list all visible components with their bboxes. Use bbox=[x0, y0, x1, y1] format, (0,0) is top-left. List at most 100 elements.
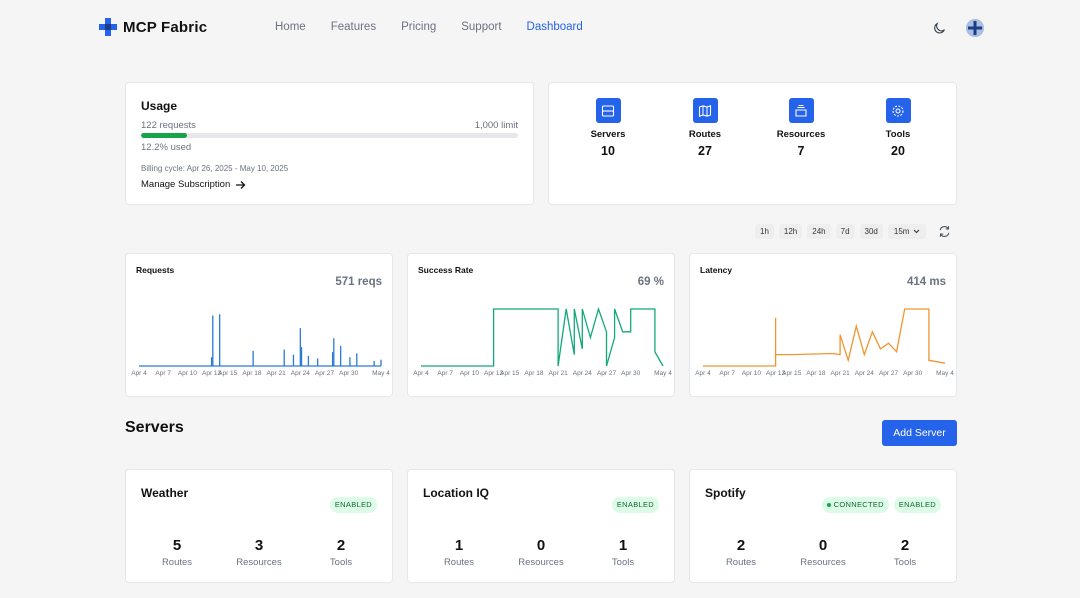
x-tick-label: Apr 10 bbox=[460, 370, 480, 377]
enabled-badge: ENABLED bbox=[893, 497, 941, 513]
server-name: Weather bbox=[141, 486, 189, 500]
connected-label: CONNECTED bbox=[833, 500, 884, 509]
requests-chart-card: Requests 571 reqs Apr 4 Apr 7 Apr 10 Apr 13… bbox=[125, 253, 393, 397]
server-tools: 1 Tools bbox=[583, 537, 663, 568]
x-tick-label: Apr 21 bbox=[831, 370, 851, 377]
tools-label: Tools bbox=[893, 557, 917, 568]
nav-home[interactable]: Home bbox=[275, 21, 306, 33]
add-server-button[interactable]: Add Server bbox=[882, 420, 957, 446]
plus-logo-icon bbox=[99, 18, 117, 36]
usage-card: Usage 122 requests 1,000 limit 12.2% use… bbox=[125, 82, 534, 205]
range-24h[interactable]: 24h bbox=[807, 224, 831, 239]
resources-count: 0 bbox=[536, 537, 546, 554]
server-resources: 0 Resources bbox=[501, 537, 581, 568]
range-1h[interactable]: 1h bbox=[755, 224, 774, 239]
top-nav-bar: MCP Fabric Home Features Pricing Support… bbox=[0, 0, 1080, 56]
routes-count: 5 bbox=[172, 537, 182, 554]
x-tick-label: Apr 13 bbox=[484, 370, 504, 377]
stat-label: Servers bbox=[590, 129, 626, 140]
server-resources: 0 Resources bbox=[783, 537, 863, 568]
resources-label: Resources bbox=[236, 557, 282, 568]
manage-subscription-link[interactable]: Manage Subscription bbox=[141, 179, 246, 190]
server-card-weather[interactable]: Weather ENABLED 5 Routes 3 Resources 2 T… bbox=[125, 469, 393, 583]
server-tools: 2 Tools bbox=[301, 537, 381, 568]
stat-value: 27 bbox=[698, 144, 712, 158]
map-icon bbox=[692, 98, 718, 123]
manage-subscription-label: Manage Subscription bbox=[141, 179, 231, 190]
server-resources: 3 Resources bbox=[219, 537, 299, 568]
connected-badge: CONNECTED bbox=[821, 497, 889, 513]
chart-title: Requests bbox=[136, 265, 175, 275]
stat-tools[interactable]: Tools 20 bbox=[853, 98, 943, 158]
tools-count: 2 bbox=[336, 537, 346, 554]
archive-icon bbox=[788, 98, 814, 123]
stat-label: Tools bbox=[885, 129, 911, 140]
billing-cycle: Billing cycle: Apr 26, 2025 - May 10, 20… bbox=[141, 164, 289, 173]
usage-percent: 12.2% used bbox=[141, 142, 192, 153]
routes-label: Routes bbox=[161, 557, 193, 568]
x-tick-label: May 4 bbox=[936, 370, 954, 377]
nav-features[interactable]: Features bbox=[330, 21, 377, 33]
resources-count: 0 bbox=[818, 537, 828, 554]
series-line bbox=[703, 308, 946, 367]
server-name: Location IQ bbox=[423, 486, 489, 500]
stat-resources[interactable]: Resources 7 bbox=[756, 98, 846, 158]
x-tick-label: Apr 4 bbox=[695, 370, 711, 377]
chart-title: Success Rate bbox=[418, 265, 474, 275]
stat-label: Resources bbox=[776, 129, 826, 140]
refresh-icon[interactable] bbox=[938, 225, 951, 238]
chart-value: 571 reqs bbox=[335, 276, 382, 288]
avatar[interactable] bbox=[966, 19, 984, 37]
nav-dashboard[interactable]: Dashboard bbox=[526, 21, 583, 33]
x-tick-label: May 4 bbox=[372, 370, 390, 377]
x-tick-label: Apr 27 bbox=[879, 370, 899, 377]
x-tick-label: Apr 13 bbox=[766, 370, 786, 377]
stats-card: Servers 10 Routes 27 Resources 7 Tools 2… bbox=[548, 82, 957, 205]
resources-label: Resources bbox=[800, 557, 846, 568]
moon-icon[interactable] bbox=[933, 21, 947, 35]
routes-label: Routes bbox=[725, 557, 757, 568]
routes-count: 1 bbox=[454, 537, 464, 554]
range-12h[interactable]: 12h bbox=[778, 224, 803, 239]
stat-label: Routes bbox=[688, 129, 722, 140]
stat-value: 10 bbox=[601, 144, 615, 158]
enabled-badge: ENABLED bbox=[329, 497, 377, 513]
x-tick-label: May 4 bbox=[654, 370, 672, 377]
resources-label: Resources bbox=[518, 557, 564, 568]
nav-pricing[interactable]: Pricing bbox=[401, 21, 437, 33]
servers-heading: Servers bbox=[125, 419, 184, 436]
x-tick-label: Apr 27 bbox=[315, 370, 335, 377]
server-card-spotify[interactable]: Spotify CONNECTED ENABLED 2 Routes 0 Res… bbox=[689, 469, 957, 583]
chevron-down-icon bbox=[914, 229, 920, 234]
server-badges: CONNECTED ENABLED bbox=[821, 497, 941, 513]
routes-count: 2 bbox=[736, 537, 746, 554]
avatar-icon bbox=[966, 19, 984, 37]
tools-label: Tools bbox=[611, 557, 635, 568]
range-30d[interactable]: 30d bbox=[859, 224, 883, 239]
server-badges: ENABLED bbox=[611, 497, 659, 513]
gear-icon bbox=[885, 98, 911, 123]
status-dot bbox=[826, 503, 831, 507]
tools-count: 1 bbox=[618, 537, 628, 554]
x-tick-label: Apr 13 bbox=[202, 370, 222, 377]
server-routes: 1 Routes bbox=[419, 537, 499, 568]
chart-value: 414 ms bbox=[906, 276, 946, 288]
stat-value: 7 bbox=[797, 144, 805, 158]
server-tools: 2 Tools bbox=[865, 537, 945, 568]
chart-value: 69 % bbox=[637, 276, 664, 288]
interval-select[interactable]: 15m bbox=[887, 224, 927, 239]
server-routes: 5 Routes bbox=[137, 537, 217, 568]
tools-count: 2 bbox=[900, 537, 910, 554]
brand-logo[interactable]: MCP Fabric bbox=[99, 18, 207, 36]
server-card-location-iq[interactable]: Location IQ ENABLED 1 Routes 0 Resources… bbox=[407, 469, 675, 583]
nav-support[interactable]: Support bbox=[461, 21, 502, 33]
success-rate-chart-card: Success Rate 69 % Apr 4 Apr 7 Apr 10 Apr 13… bbox=[407, 253, 675, 397]
x-tick-label: Apr 24 bbox=[855, 370, 875, 377]
stat-servers[interactable]: Servers 10 bbox=[563, 98, 653, 158]
usage-progress-bar bbox=[141, 133, 518, 138]
stat-routes[interactable]: Routes 27 bbox=[660, 98, 750, 158]
brand-name: MCP Fabric bbox=[123, 18, 208, 36]
range-7d[interactable]: 7d bbox=[835, 224, 855, 239]
